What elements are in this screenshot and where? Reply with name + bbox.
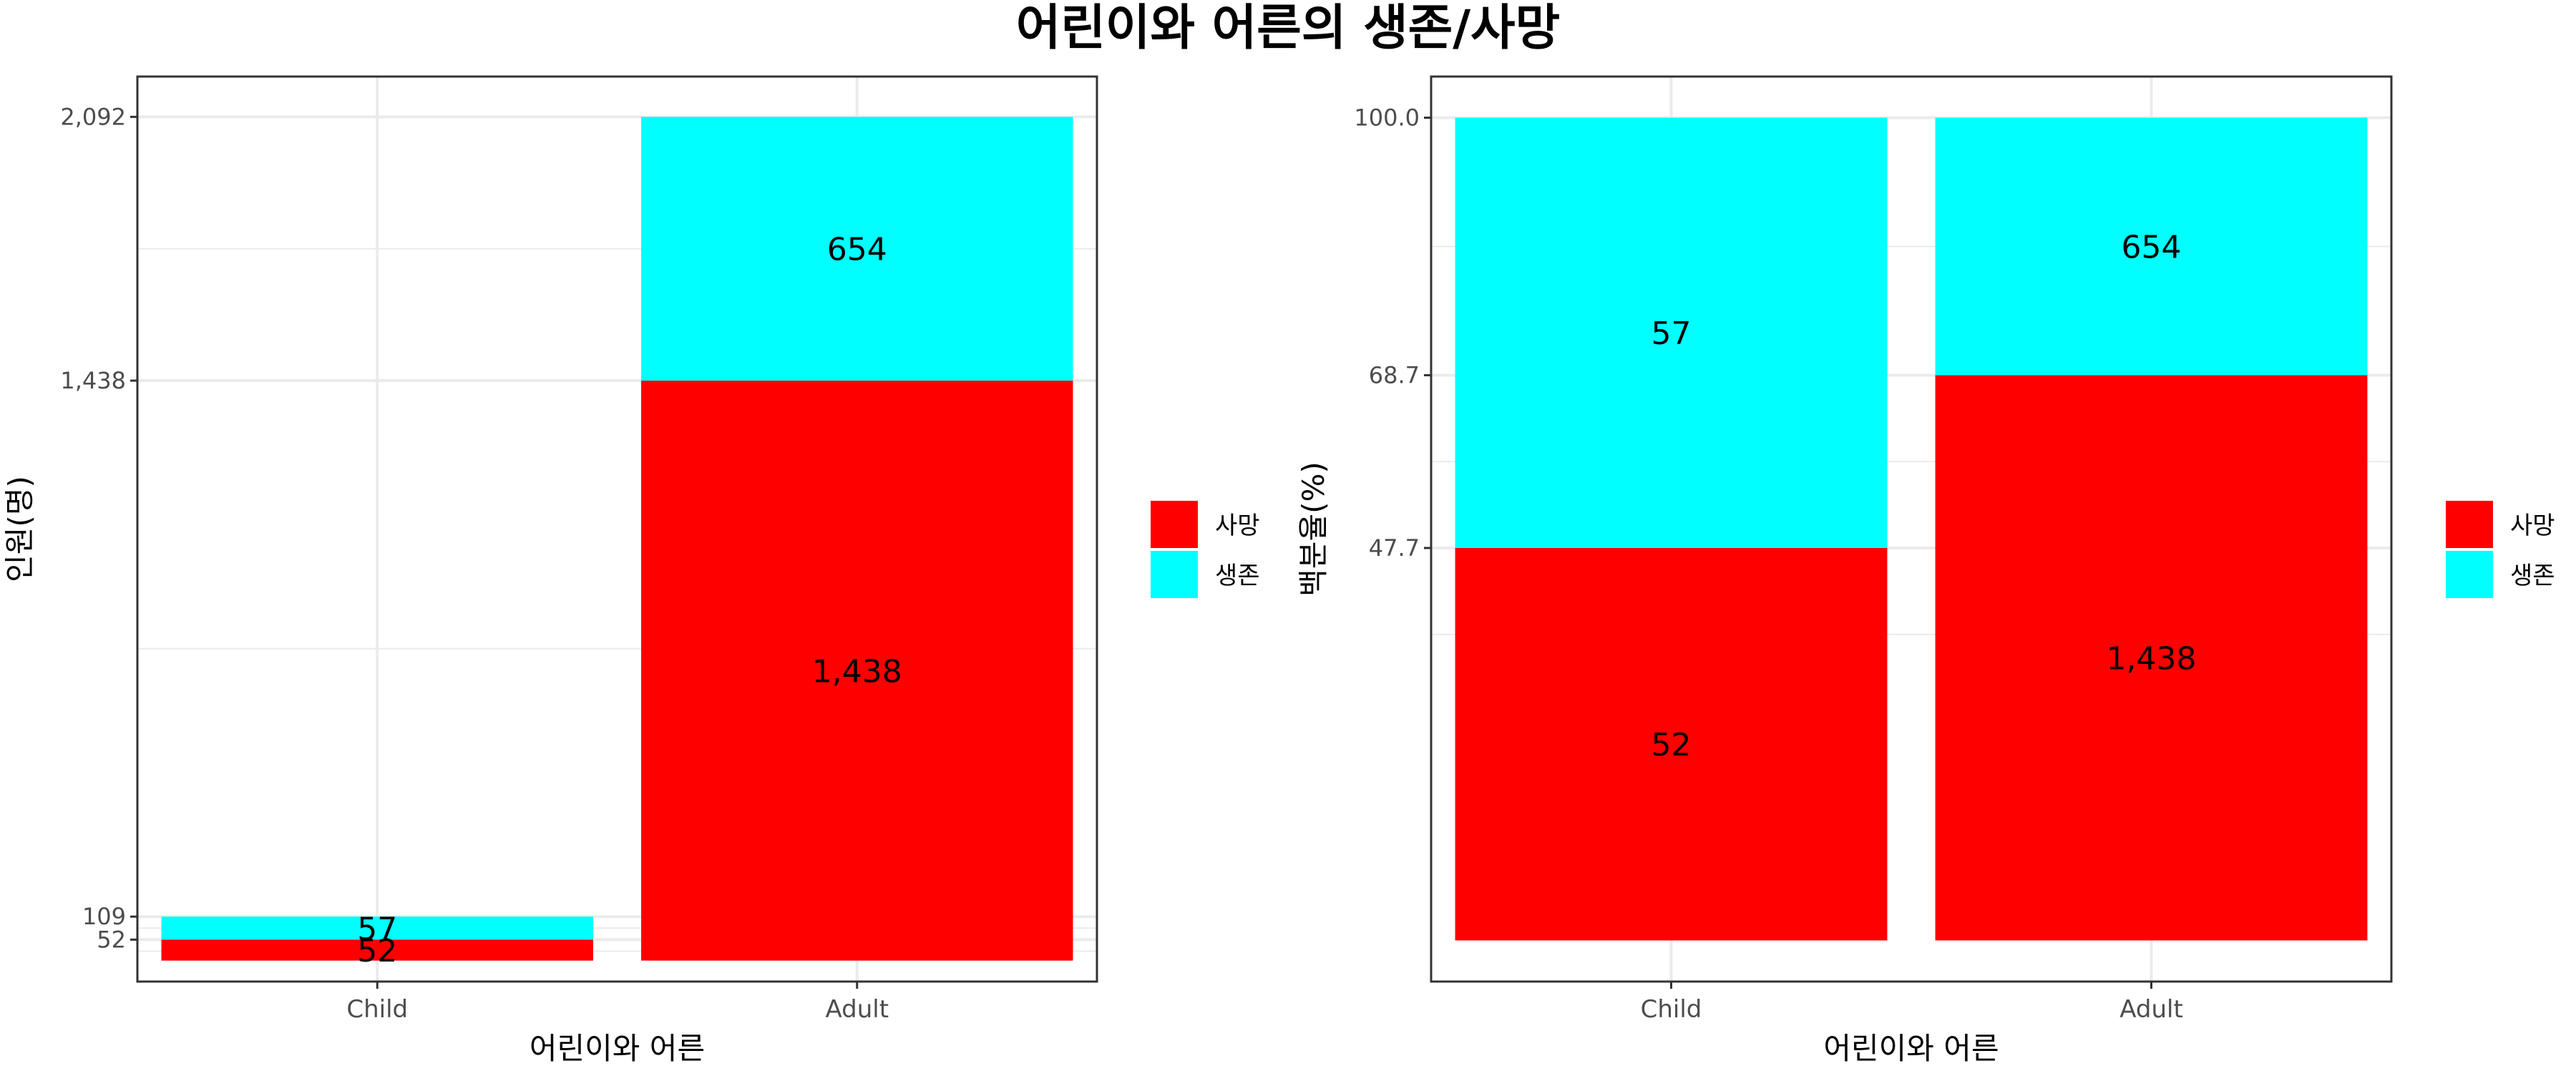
data-label: 654 xyxy=(827,232,887,268)
legend-swatch xyxy=(1151,501,1198,548)
y-tick-label: 1,438 xyxy=(60,367,126,394)
panel-frame xyxy=(136,75,1098,983)
data-label: 654 xyxy=(2122,229,2182,265)
y-axis-title: 인원(명) xyxy=(2,476,37,582)
data-label: 57 xyxy=(357,911,397,947)
bar-child-death xyxy=(1455,547,1888,941)
legend-swatch xyxy=(2446,551,2493,598)
x-axis-title: 어린이와 어른 xyxy=(530,1031,705,1066)
chart-panel-2: 52 57 1,438 654 47.7 68.7 100.0 Child Adult 어린이와 … xyxy=(1296,75,2555,1066)
x-axis-title: 어린이와 어른 xyxy=(1823,1031,1999,1066)
panel-frame xyxy=(1430,75,2393,983)
bar-adult-death xyxy=(641,381,1073,961)
data-label: 57 xyxy=(1652,316,1692,352)
x-tick-label: Adult xyxy=(825,995,889,1024)
legend-label: 생존 xyxy=(2510,562,2555,590)
data-label: 52 xyxy=(1652,727,1692,763)
x-tick-label: Child xyxy=(1641,995,1702,1024)
legend-label: 생존 xyxy=(1215,562,1260,590)
bar-adult-survival xyxy=(641,117,1073,381)
y-tick-label: 109 xyxy=(82,903,126,930)
bar-child-death xyxy=(161,939,593,961)
data-label: 1,438 xyxy=(812,653,902,690)
data-label: 52 xyxy=(357,933,397,969)
y-tick-label: 2,092 xyxy=(60,103,126,130)
y-tick-label: 68.7 xyxy=(1369,361,1420,388)
y-tick-label: 47.7 xyxy=(1369,534,1420,562)
bar-adult-death xyxy=(1935,375,2368,941)
y-axis-title: 백분율(%) xyxy=(1296,461,1331,597)
y-tick-label: 100.0 xyxy=(1354,104,1420,132)
bar-child-survival xyxy=(161,916,593,940)
legend-swatch xyxy=(1151,551,1198,598)
x-tick-label: Child xyxy=(346,995,408,1024)
legend-swatch xyxy=(2446,501,2493,548)
y-tick-label: 52 xyxy=(97,926,126,953)
bar-adult-survival xyxy=(1935,117,2368,376)
legend-label: 사망 xyxy=(2510,512,2555,540)
figure-title: 어린이와 어른의 생존/사망 xyxy=(1016,0,1560,57)
data-label: 1,438 xyxy=(2107,640,2197,677)
x-tick-label: Adult xyxy=(2119,995,2183,1024)
bar-child-survival xyxy=(1455,117,1888,548)
legend-label: 사망 xyxy=(1215,512,1260,540)
